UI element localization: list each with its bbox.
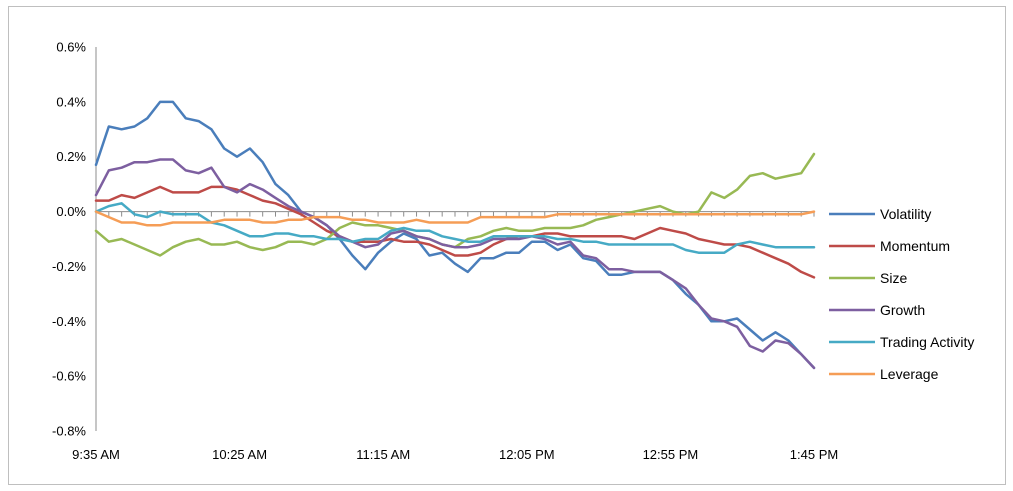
x-tick-label: 12:55 PM xyxy=(643,447,699,462)
y-tick-label: -0.2% xyxy=(52,259,86,274)
x-axis: 9:35 AM 10:25 AM 11:15 AM 12:05 PM 12:55 PM 1… xyxy=(72,211,838,462)
x-tick-label: 1:45 PM xyxy=(790,447,838,462)
series-line-momentum xyxy=(94,185,816,279)
x-tick-label: 10:25 AM xyxy=(212,447,267,462)
x-tick-label: 12:05 PM xyxy=(499,447,555,462)
y-axis-ticks: 0.6% 0.4% 0.2% 0.0% -0.2% -0.4% -0.6% -0.8% xyxy=(52,40,97,439)
legend: Volatility Momentum Size Growth Trading Acti… xyxy=(829,206,974,382)
legend-label: Trading Activity xyxy=(880,334,974,350)
series-line-leverage xyxy=(94,210,816,227)
y-tick-label: 0.4% xyxy=(56,94,86,109)
legend-label: Leverage xyxy=(880,366,939,382)
y-tick-label: -0.8% xyxy=(52,424,86,439)
y-tick-label: 0.0% xyxy=(56,204,86,219)
legend-label: Size xyxy=(880,270,907,286)
legend-label: Volatility xyxy=(880,206,931,222)
legend-label: Growth xyxy=(880,302,925,318)
series-lines xyxy=(94,100,816,370)
x-tick-label: 9:35 AM xyxy=(72,447,120,462)
y-tick-label: -0.6% xyxy=(52,369,86,384)
legend-label: Momentum xyxy=(880,238,950,254)
series-line-growth xyxy=(94,158,816,370)
series-line-volatility xyxy=(94,100,816,370)
y-tick-label: 0.2% xyxy=(56,149,86,164)
series-line-trading-activity xyxy=(94,202,816,254)
x-tick-label: 11:15 AM xyxy=(356,447,410,462)
y-tick-label: -0.4% xyxy=(52,314,86,329)
y-tick-label: 0.6% xyxy=(56,40,86,55)
